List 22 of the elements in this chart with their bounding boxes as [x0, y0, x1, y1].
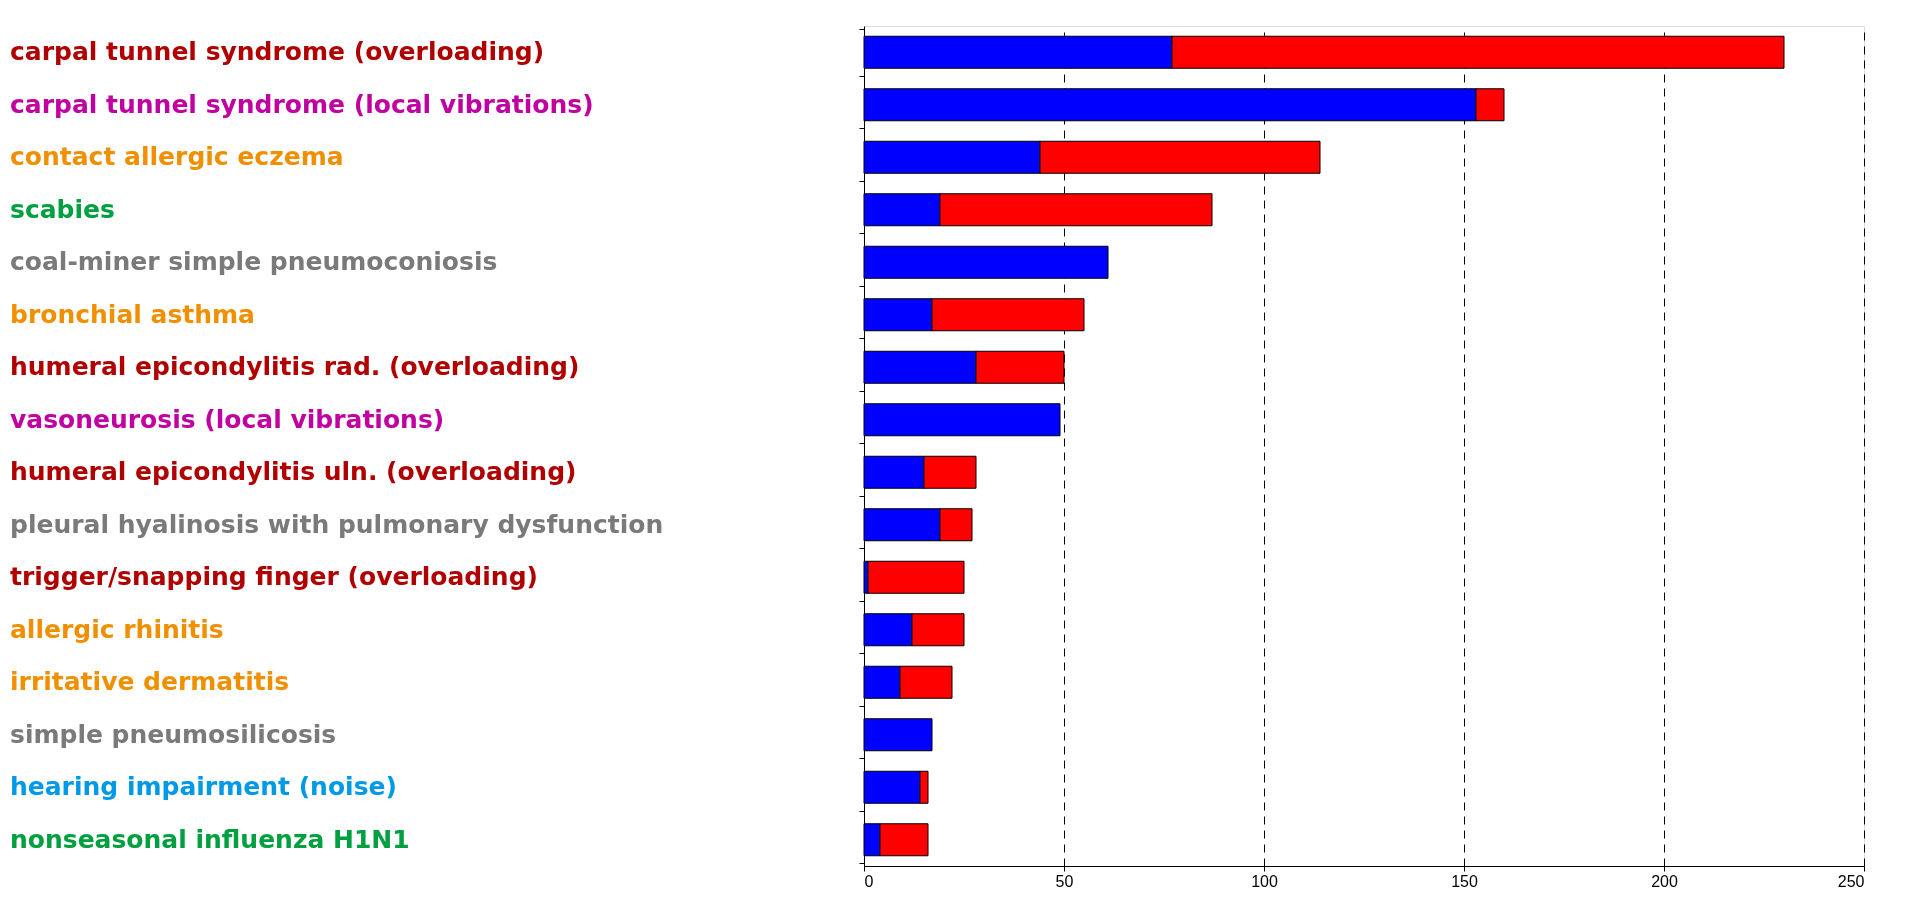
x-tick-label: 150	[1451, 872, 1478, 890]
y-tick-label: hearing impairment (noise)	[10, 772, 397, 802]
y-tick-label: humeral epicondylitis rad. (overloading)	[10, 352, 580, 382]
y-tick-label: allergic rhinitis	[10, 614, 224, 644]
y-tick-label: nonseasonal influenza H1N1	[10, 824, 410, 854]
y-tick-label: carpal tunnel syndrome (overloading)	[10, 37, 545, 67]
y-tick-label: scabies	[10, 194, 115, 224]
y-tick-label: pleural hyalinosis with pulmonary dysfunction	[10, 509, 664, 539]
x-tick-label: 50	[1055, 872, 1074, 890]
y-tick-label: vasoneurosis (local vibrations)	[10, 404, 445, 434]
x-tick-label: 0	[864, 872, 874, 890]
y-tick-label: bronchial asthma	[10, 299, 255, 329]
x-tick-label: 250	[1837, 872, 1865, 890]
y-tick-label: coal-miner simple pneumoconiosis	[10, 247, 498, 277]
x-tick-label: 200	[1651, 872, 1678, 890]
x-tick-label: 100	[1251, 872, 1278, 890]
y-tick-label: humeral epicondylitis uln. (overloading)	[10, 457, 577, 487]
y-tick-label: contact allergic eczema	[10, 142, 344, 172]
y-tick-label: simple pneumosilicosis	[10, 719, 337, 749]
y-tick-label: trigger/snapping finger (overloading)	[10, 562, 538, 592]
y-tick-label: irritative dermatitis	[10, 667, 290, 697]
y-tick-label: carpal tunnel syndrome (local vibrations)	[10, 89, 594, 119]
